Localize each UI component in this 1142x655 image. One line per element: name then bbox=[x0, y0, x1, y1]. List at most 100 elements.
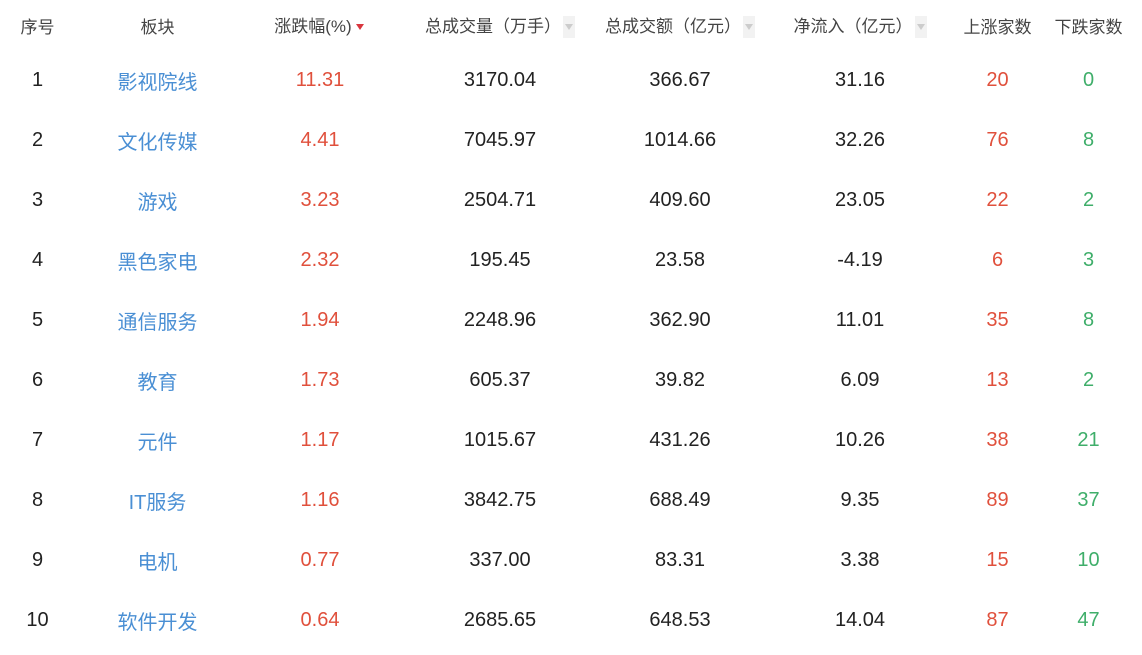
amount: 362.90 bbox=[649, 308, 711, 331]
sort-desc-icon[interactable] bbox=[914, 16, 927, 39]
net-inflow: 31.16 bbox=[834, 68, 886, 91]
change-pct: 2.32 bbox=[300, 248, 340, 271]
volume: 1015.67 bbox=[463, 428, 537, 451]
down-count: 21 bbox=[1077, 428, 1100, 451]
amount: 39.82 bbox=[654, 368, 706, 391]
table-row[interactable]: 8 IT服务 1.16 3842.75 688.49 9.35 89 37 bbox=[0, 470, 1142, 530]
down-count: 2 bbox=[1082, 368, 1095, 391]
column-header[interactable]: 涨跌幅(%) bbox=[240, 0, 400, 50]
rank: 6 bbox=[31, 368, 44, 391]
amount: 83.31 bbox=[654, 548, 706, 571]
net-inflow: -4.19 bbox=[837, 248, 883, 271]
amount: 431.26 bbox=[649, 428, 711, 451]
sort-desc-icon[interactable] bbox=[743, 16, 755, 39]
column-header-label: 板块 bbox=[140, 17, 175, 37]
column-header-label: 总成交额（亿元） bbox=[605, 16, 741, 36]
sort-desc-icon[interactable] bbox=[563, 16, 575, 39]
table-row[interactable]: 3 游戏 3.23 2504.71 409.60 23.05 22 2 bbox=[0, 170, 1142, 230]
header-row: 序号 板块 涨跌幅(%) 总成交量（万手） 总成交额（亿元） 净流入（亿元） 上涨家数 下跌家… bbox=[0, 0, 1142, 50]
net-inflow: 23.05 bbox=[834, 188, 886, 211]
down-count: 37 bbox=[1077, 488, 1100, 511]
down-count: 2 bbox=[1082, 188, 1095, 211]
net-inflow: 10.26 bbox=[834, 428, 886, 451]
table-body: 1 影视院线 11.31 3170.04 366.67 31.16 20 0 2 文化传媒 4.41… bbox=[0, 50, 1142, 650]
down-count: 3 bbox=[1082, 248, 1095, 271]
change-pct: 0.77 bbox=[300, 548, 340, 571]
amount: 648.53 bbox=[649, 608, 711, 631]
table-row[interactable]: 10 软件开发 0.64 2685.65 648.53 14.04 87 47 bbox=[0, 590, 1142, 650]
table-row[interactable]: 5 通信服务 1.94 2248.96 362.90 11.01 35 8 bbox=[0, 290, 1142, 350]
up-count: 87 bbox=[986, 608, 1009, 631]
up-count: 6 bbox=[991, 248, 1004, 271]
rank: 7 bbox=[31, 428, 44, 451]
column-header: 板块 bbox=[75, 0, 240, 50]
net-inflow: 11.01 bbox=[835, 308, 885, 331]
column-header-label: 净流入（亿元） bbox=[793, 16, 913, 36]
up-count: 38 bbox=[986, 428, 1009, 451]
sector-link[interactable]: 文化传媒 bbox=[117, 131, 198, 154]
net-inflow: 32.26 bbox=[834, 128, 886, 151]
amount: 23.58 bbox=[654, 248, 706, 271]
volume: 7045.97 bbox=[463, 128, 537, 151]
volume: 195.45 bbox=[469, 248, 531, 271]
sector-link[interactable]: 软件开发 bbox=[117, 611, 198, 634]
column-header: 序号 bbox=[0, 0, 75, 50]
amount: 688.49 bbox=[649, 488, 711, 511]
down-count: 47 bbox=[1077, 608, 1100, 631]
amount: 409.60 bbox=[649, 188, 711, 211]
net-inflow: 3.38 bbox=[840, 548, 880, 571]
sector-link[interactable]: 通信服务 bbox=[117, 311, 198, 334]
sector-link[interactable]: IT服务 bbox=[128, 491, 187, 514]
volume: 3170.04 bbox=[463, 68, 537, 91]
up-count: 20 bbox=[986, 68, 1009, 91]
change-pct: 1.17 bbox=[300, 428, 340, 451]
column-header[interactable]: 总成交额（亿元） bbox=[600, 0, 760, 50]
column-header-label: 下跌家数 bbox=[1054, 17, 1123, 37]
amount: 1014.66 bbox=[643, 128, 717, 151]
column-header-label: 总成交量（万手） bbox=[425, 16, 561, 36]
down-count: 0 bbox=[1082, 68, 1095, 91]
volume: 3842.75 bbox=[463, 488, 537, 511]
sector-link[interactable]: 电机 bbox=[137, 551, 178, 574]
table-row[interactable]: 6 教育 1.73 605.37 39.82 6.09 13 2 bbox=[0, 350, 1142, 410]
rank: 8 bbox=[31, 488, 44, 511]
sector-link[interactable]: 元件 bbox=[137, 431, 178, 454]
change-pct: 3.23 bbox=[300, 188, 340, 211]
column-header-label: 涨跌幅(%) bbox=[274, 16, 352, 36]
volume: 2504.71 bbox=[463, 188, 537, 211]
volume: 605.37 bbox=[469, 368, 531, 391]
sector-link[interactable]: 影视院线 bbox=[117, 71, 198, 94]
up-count: 15 bbox=[986, 548, 1009, 571]
change-pct: 11.31 bbox=[295, 68, 345, 91]
rank: 3 bbox=[31, 188, 44, 211]
net-inflow: 9.35 bbox=[840, 488, 880, 511]
rank: 2 bbox=[31, 128, 44, 151]
volume: 337.00 bbox=[469, 548, 531, 571]
rank: 9 bbox=[31, 548, 44, 571]
table-row[interactable]: 4 黑色家电 2.32 195.45 23.58 -4.19 6 3 bbox=[0, 230, 1142, 290]
sort-desc-icon[interactable] bbox=[354, 16, 366, 38]
up-count: 89 bbox=[986, 488, 1009, 511]
net-inflow: 6.09 bbox=[840, 368, 880, 391]
rank: 5 bbox=[31, 308, 44, 331]
amount: 366.67 bbox=[649, 68, 711, 91]
sector-link[interactable]: 教育 bbox=[137, 371, 178, 394]
table-row[interactable]: 7 元件 1.17 1015.67 431.26 10.26 38 21 bbox=[0, 410, 1142, 470]
sector-link[interactable]: 游戏 bbox=[137, 191, 178, 214]
column-header: 下跌家数 bbox=[1035, 0, 1142, 50]
change-pct: 4.41 bbox=[300, 128, 340, 151]
up-count: 22 bbox=[986, 188, 1009, 211]
change-pct: 1.73 bbox=[300, 368, 340, 391]
rank: 10 bbox=[26, 608, 49, 631]
column-header[interactable]: 净流入（亿元） bbox=[760, 0, 960, 50]
table-row[interactable]: 2 文化传媒 4.41 7045.97 1014.66 32.26 76 8 bbox=[0, 110, 1142, 170]
table-row[interactable]: 1 影视院线 11.31 3170.04 366.67 31.16 20 0 bbox=[0, 50, 1142, 110]
sector-link[interactable]: 黑色家电 bbox=[117, 251, 198, 274]
rank: 4 bbox=[31, 248, 44, 271]
up-count: 35 bbox=[986, 308, 1009, 331]
column-header[interactable]: 总成交量（万手） bbox=[400, 0, 600, 50]
change-pct: 1.94 bbox=[300, 308, 340, 331]
table-row[interactable]: 9 电机 0.77 337.00 83.31 3.38 15 10 bbox=[0, 530, 1142, 590]
volume: 2685.65 bbox=[463, 608, 537, 631]
net-inflow: 14.04 bbox=[834, 608, 886, 631]
